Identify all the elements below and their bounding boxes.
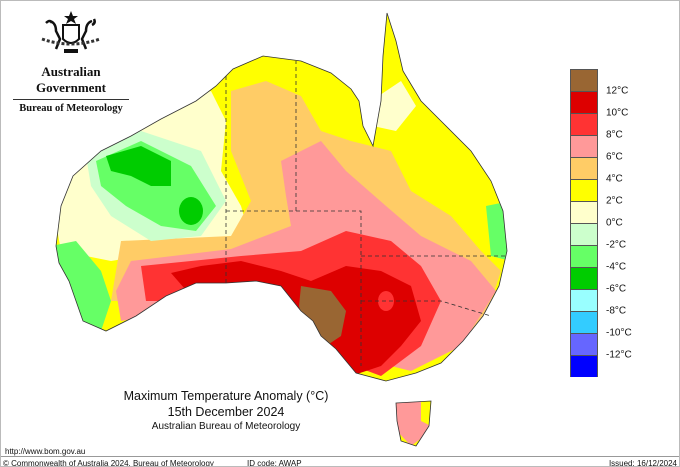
legend-swatch [570,113,598,135]
legend-swatch [570,179,598,201]
map-source: Australian Bureau of Meteorology [151,421,301,432]
map-date: 15th December 2024 [167,405,285,419]
map-titles: Maximum Temperature Anomaly (°C) 15th De… [101,389,351,432]
legend-label: -4°C [606,261,627,273]
legend-swatch [570,355,598,377]
legend-swatch [570,311,598,333]
legend-label: 0°C [606,217,623,229]
government-logo: Australian Government Bureau of Meteorol… [9,9,133,114]
government-name: Australian Government [35,64,107,95]
legend-label: -8°C [606,305,627,317]
legend-swatch [570,267,598,289]
zone-0-2-northeast [371,81,416,131]
legend-swatch [570,223,598,245]
zone-below-minus4 [106,146,171,186]
map-title: Maximum Temperature Anomaly (°C) [123,389,329,403]
legend-swatch [570,289,598,311]
legend-swatch [570,91,598,113]
agency-name: Bureau of Meteorology [19,103,123,114]
logo-divider [13,99,129,100]
color-legend: 12°C 10°C 8°C 6°C 4°C 2°C 0°C -2°C -4°C -6°C -8°C -… [570,69,632,377]
website-link[interactable]: http://www.bom.gov.au [5,447,86,456]
legend-label: 12°C [606,85,629,97]
legend-swatch [570,245,598,267]
zone-10-12 [171,261,421,376]
legend-label: 8°C [606,129,623,141]
issued-date: Issued: 16/12/2024 [608,459,677,467]
legend-label: 6°C [606,151,623,163]
copyright-text: © Commonwealth of Australia 2024, Bureau… [3,459,214,467]
legend-label: -10°C [606,327,632,339]
legend-label: 4°C [606,173,623,185]
australia-coastline [55,12,508,382]
zone-below-minus4-south [179,197,203,225]
legend-swatch [570,135,598,157]
footer: © Commonwealth of Australia 2024, Bureau… [1,456,679,467]
tasmania-coastline [395,400,432,447]
coat-of-arms-icon [41,11,101,53]
id-code: ID code: AWAP [247,459,302,467]
legend-swatch [570,69,598,91]
legend-label: 10°C [606,107,629,119]
legend-swatch [570,333,598,355]
legend-label: -12°C [606,349,632,361]
legend-label: -2°C [606,239,627,251]
legend-label: -6°C [606,283,627,295]
legend-swatch [570,201,598,223]
state-borders [225,61,506,366]
zone-above-12-west [189,286,203,296]
legend-swatch [570,157,598,179]
zone-minus4-minus2-coast [56,241,111,331]
australia-anomaly-map [55,12,508,447]
legend-label: 2°C [606,195,623,207]
